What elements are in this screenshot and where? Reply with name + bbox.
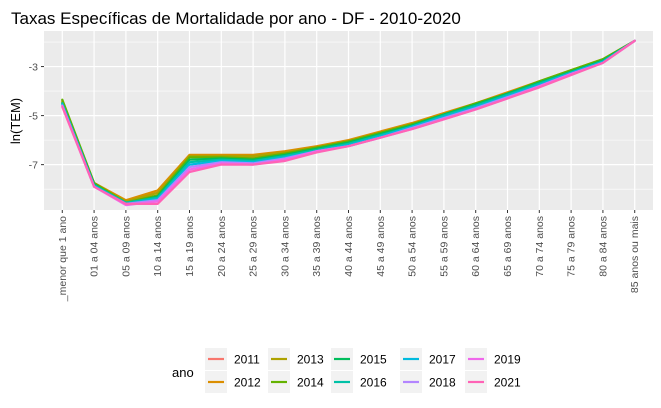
legend-label-2017: 2017 <box>429 353 456 367</box>
x-axis: _menor que 1 ano 01 a 04 anos 05 a 09 anos… <box>57 210 641 302</box>
legend-label-2016: 2016 <box>360 376 387 390</box>
legend-item-2015: 2015 <box>331 348 387 370</box>
series-line-2021 <box>61 39 636 205</box>
x-tick-label: 35 a 39 anos <box>311 216 323 277</box>
legend-label-2018: 2018 <box>429 376 456 390</box>
legend-label-2015: 2015 <box>360 353 387 367</box>
x-tick-label: 01 a 04 anos <box>89 216 101 277</box>
legend-label-2013: 2013 <box>297 353 324 367</box>
x-tick-label: 10 a 14 anos <box>152 216 164 277</box>
legend-item-2016: 2016 <box>331 371 387 393</box>
x-tick-label: 55 a 59 anos <box>438 216 450 277</box>
x-tick-label: 15 a 19 anos <box>184 216 196 277</box>
legend-label-2019: 2019 <box>494 353 521 367</box>
legend-item-2021: 2021 <box>465 371 521 393</box>
x-tick-label: 75 a 79 anos <box>566 216 578 277</box>
y-tick-label: -7 <box>29 160 38 172</box>
x-tick-label: 60 a 64 anos <box>470 216 482 277</box>
legend-item-2018: 2018 <box>400 371 456 393</box>
legend-title: ano <box>172 365 194 380</box>
chart-title: Taxas Específicas de Mortalidade por ano… <box>11 9 461 28</box>
x-tick-label: 25 a 29 anos <box>248 216 260 277</box>
x-tick-label: 70 a 74 anos <box>534 216 546 277</box>
y-axis: -3 -5 -7 <box>29 62 44 172</box>
legend-label-2014: 2014 <box>297 376 324 390</box>
legend-item-2019: 2019 <box>465 348 521 370</box>
x-tick-label: 20 a 24 anos <box>216 216 228 277</box>
legend-item-2011: 2011 <box>205 348 260 370</box>
legend-label-2021: 2021 <box>494 376 521 390</box>
x-tick-label: 30 a 34 anos <box>279 216 291 277</box>
y-tick-label: -3 <box>29 62 38 74</box>
series-lines <box>61 39 636 207</box>
legend: 2011 2012 2013 2014 2015 2016 2017 2018 2019 2021 <box>205 348 521 393</box>
y-tick-label: -5 <box>29 111 38 123</box>
x-tick-label: 45 a 49 anos <box>375 216 387 277</box>
x-tick-label: 05 a 09 anos <box>120 216 132 277</box>
x-tick-label: 80 a 84 anos <box>597 216 609 277</box>
legend-label-2012: 2012 <box>234 376 261 390</box>
x-tick-label: 40 a 44 anos <box>343 216 355 277</box>
x-tick-label: 65 a 69 anos <box>502 216 514 277</box>
major-gridlines <box>44 31 653 210</box>
legend-item-2012: 2012 <box>205 371 261 393</box>
legend-item-2017: 2017 <box>400 348 456 370</box>
x-tick-label: _menor que 1 ano <box>57 216 69 302</box>
legend-label-2011: 2011 <box>234 353 260 367</box>
x-tick-label: 50 a 54 anos <box>407 216 419 277</box>
legend-item-2013: 2013 <box>268 348 324 370</box>
legend-item-2014: 2014 <box>268 371 324 393</box>
x-tick-label: 85 anos ou mais <box>629 216 641 293</box>
y-axis-title: ln(TEM) <box>8 98 23 144</box>
